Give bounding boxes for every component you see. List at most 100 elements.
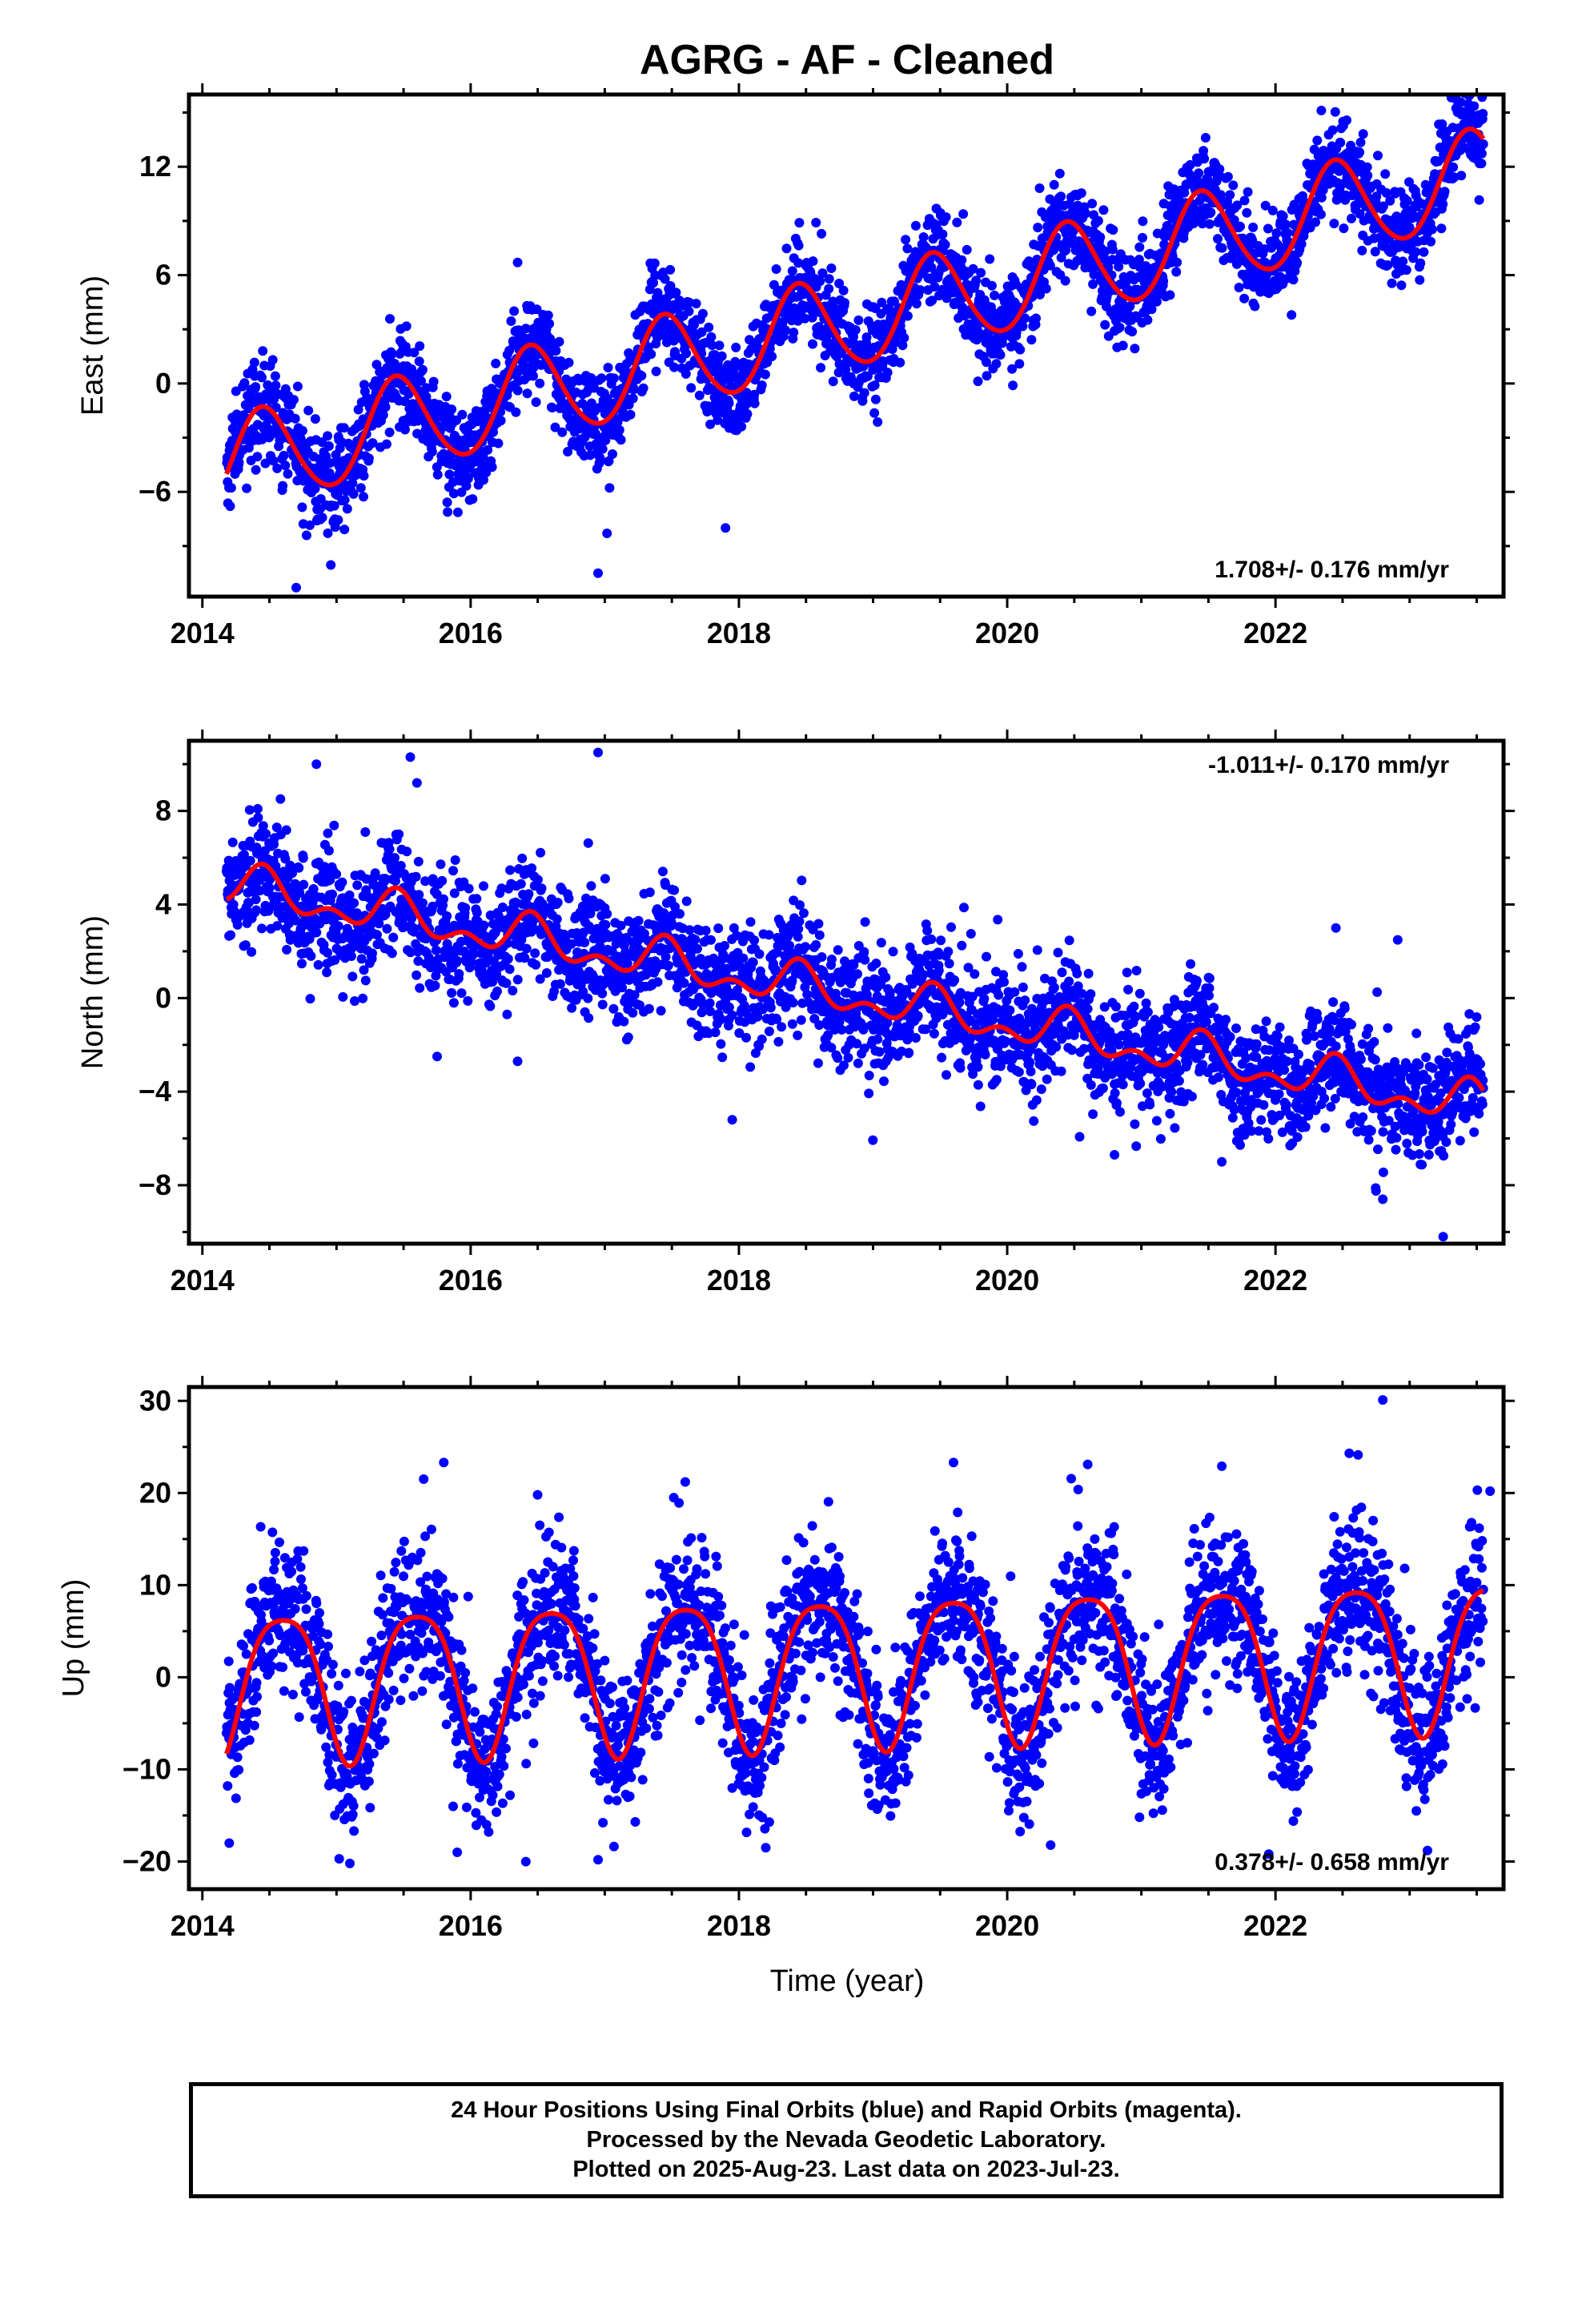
data-point <box>415 983 425 993</box>
data-point <box>323 846 334 856</box>
data-point <box>245 855 255 866</box>
data-point <box>443 507 453 517</box>
data-point <box>869 380 880 391</box>
data-point <box>1427 224 1437 235</box>
data-point <box>1020 313 1030 324</box>
data-point <box>922 926 933 936</box>
data-point <box>1383 260 1393 270</box>
data-point <box>814 930 825 940</box>
data-point <box>297 502 307 513</box>
data-point <box>614 425 624 435</box>
data-point <box>1471 55 1480 65</box>
data-point <box>1316 192 1327 203</box>
data-point <box>724 398 734 408</box>
data-point <box>456 988 467 999</box>
data-point <box>530 948 540 959</box>
data-point <box>1125 301 1135 312</box>
data-point <box>448 866 458 876</box>
data-point <box>1248 222 1259 232</box>
data-point <box>1087 199 1098 209</box>
data-point <box>442 497 452 508</box>
data-point <box>573 966 584 976</box>
data-point <box>447 404 457 415</box>
data-point <box>1232 200 1243 211</box>
data-point <box>669 362 680 372</box>
data-point <box>1235 221 1245 231</box>
data-point <box>223 855 234 866</box>
data-point <box>290 413 300 424</box>
data-point <box>888 947 898 957</box>
data-point <box>986 280 997 291</box>
figure-title: AGRG - AF - Cleaned <box>640 37 1054 83</box>
data-point <box>554 336 564 347</box>
data-point <box>704 322 714 332</box>
y-tick-label: −6 <box>139 475 171 508</box>
data-point <box>665 281 676 291</box>
data-point <box>310 484 320 494</box>
data-point <box>869 408 880 418</box>
data-point <box>323 947 333 958</box>
data-point <box>1370 247 1380 257</box>
data-point <box>684 306 694 316</box>
data-point <box>270 371 280 381</box>
data-point <box>741 1032 751 1043</box>
data-point <box>1260 200 1271 211</box>
data-point <box>506 316 516 326</box>
data-point <box>249 357 259 368</box>
data-point <box>1146 304 1157 315</box>
data-point <box>638 383 648 393</box>
data-point <box>1381 187 1391 198</box>
data-point <box>705 998 715 1008</box>
data-point <box>347 478 358 489</box>
data-point <box>390 359 400 369</box>
data-point <box>381 439 391 449</box>
data-point <box>463 995 473 1006</box>
data-point <box>413 856 424 866</box>
data-point <box>757 380 767 390</box>
data-point <box>982 371 992 381</box>
data-point <box>982 357 991 368</box>
data-point <box>460 903 471 913</box>
data-points <box>221 747 1488 1242</box>
data-point <box>297 425 307 436</box>
data-point <box>720 941 729 951</box>
data-point <box>1242 207 1252 218</box>
data-point <box>543 310 553 320</box>
data-point <box>351 908 362 919</box>
data-point <box>838 285 849 296</box>
data-point <box>243 443 254 453</box>
data-point <box>258 346 268 356</box>
data-point <box>1199 154 1210 164</box>
data-point <box>352 880 363 891</box>
data-point <box>567 1003 577 1013</box>
data-point <box>359 471 369 481</box>
data-point <box>1194 168 1204 179</box>
data-point <box>1045 260 1055 271</box>
data-point <box>563 447 573 456</box>
data-point <box>251 382 261 392</box>
data-point <box>841 364 851 375</box>
data-point <box>496 416 506 426</box>
data-point <box>1239 293 1250 304</box>
data-point <box>850 325 861 335</box>
data-point <box>690 935 701 945</box>
data-point <box>472 907 482 918</box>
data-point <box>1118 340 1128 351</box>
data-point <box>811 939 821 950</box>
data-point <box>833 945 843 955</box>
data-point <box>1243 187 1253 197</box>
data-point <box>1076 188 1086 199</box>
data-point <box>1373 151 1383 161</box>
data-point <box>1271 228 1282 239</box>
data-point <box>240 940 251 951</box>
data-point <box>512 385 523 396</box>
data-point <box>384 427 395 437</box>
data-point <box>889 296 899 307</box>
data-point <box>586 881 596 891</box>
data-point <box>788 998 798 1007</box>
data-point <box>1086 306 1097 316</box>
data-point <box>857 396 868 406</box>
data-point <box>388 932 399 943</box>
data-point <box>817 228 827 239</box>
data-point <box>442 911 452 921</box>
